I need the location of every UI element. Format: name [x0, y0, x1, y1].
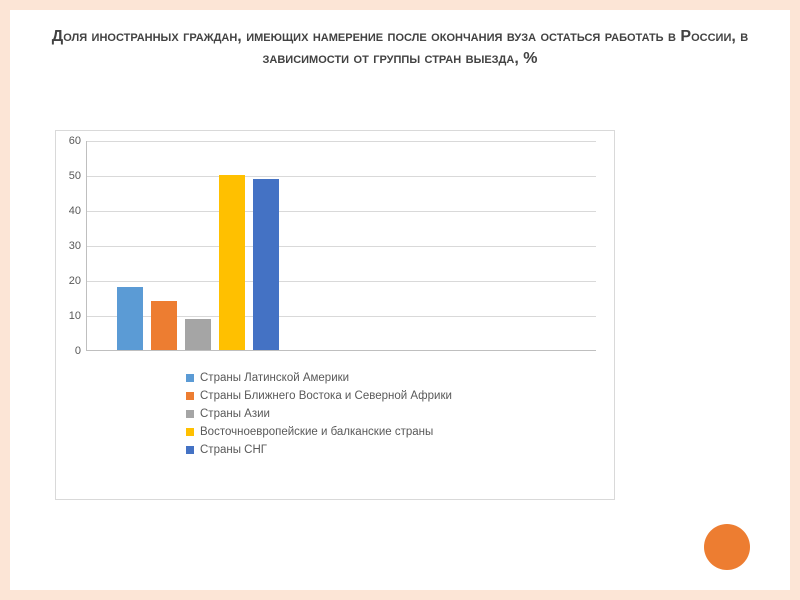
legend-swatch-icon [186, 428, 194, 436]
legend-label: Страны Ближнего Востока и Северной Африк… [200, 390, 452, 402]
y-tick-label: 30 [69, 240, 81, 252]
legend-swatch-icon [186, 410, 194, 418]
y-tick-label: 20 [69, 275, 81, 287]
y-tick-label: 60 [69, 135, 81, 147]
legend-item: Страны Азии [186, 408, 452, 420]
legend-item: Страны Ближнего Востока и Северной Африк… [186, 390, 452, 402]
legend: Страны Латинской Америки Страны Ближнего … [186, 366, 452, 462]
corner-dot-icon [704, 524, 750, 570]
gridline [87, 246, 596, 247]
y-tick-label: 50 [69, 170, 81, 182]
slide-inner: Доля иностранных граждан, имеющих намере… [10, 10, 790, 590]
legend-swatch-icon [186, 446, 194, 454]
bar [151, 301, 177, 350]
bar [185, 319, 211, 351]
bar [219, 175, 245, 350]
y-tick-label: 10 [69, 310, 81, 322]
legend-swatch-icon [186, 374, 194, 382]
legend-item: Страны СНГ [186, 444, 452, 456]
y-tick-label: 40 [69, 205, 81, 217]
legend-label: Восточноевропейские и балканские страны [200, 426, 433, 438]
gridline [87, 141, 596, 142]
bar [253, 179, 279, 351]
slide-title: Доля иностранных граждан, имеющих намере… [10, 10, 790, 77]
chart-container: 0102030405060 Страны Латинской АмерикиСт… [55, 130, 615, 500]
gridline [87, 176, 596, 177]
bar [117, 287, 143, 350]
legend-label: Страны Латинской Америки [200, 372, 349, 384]
gridline [87, 211, 596, 212]
legend-label: Страны СНГ [200, 444, 267, 456]
legend-item: Страны Латинской Америки [186, 372, 452, 384]
gridline [87, 281, 596, 282]
legend-label: Страны Азии [200, 408, 270, 420]
y-tick-label: 0 [75, 345, 81, 357]
plot-area: 0102030405060 [86, 141, 596, 351]
legend-item: Восточноевропейские и балканские страны [186, 426, 452, 438]
legend-swatch-icon [186, 392, 194, 400]
